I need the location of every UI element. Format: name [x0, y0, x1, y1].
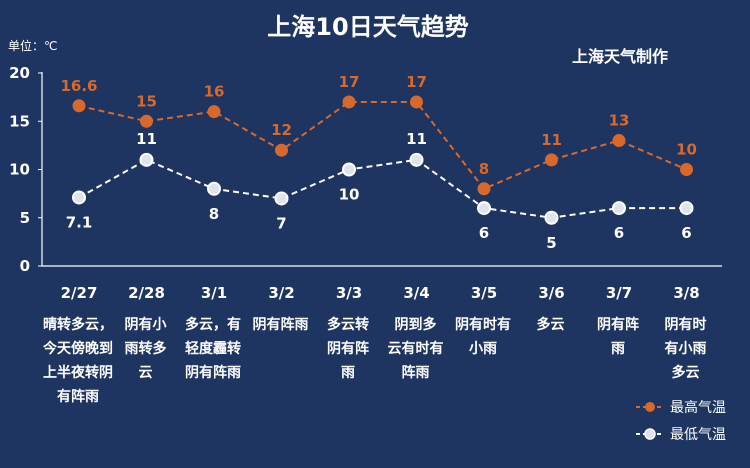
low-temp-point: [207, 181, 221, 196]
high-temp-label: 10: [676, 141, 697, 159]
x-tick-label: 3/5: [471, 284, 497, 302]
x-tick-label: 2/28: [128, 284, 165, 302]
low-temp-label: 11: [136, 130, 157, 148]
x-tick-label: 3/4: [403, 284, 429, 302]
weather-description-line: 雨: [611, 341, 625, 357]
low-temp-point: [342, 162, 356, 177]
low-temp-label: 7.1: [66, 213, 93, 231]
high-temp-point: [410, 95, 423, 109]
y-tick-label: 0: [20, 257, 30, 275]
x-tick-label: 3/3: [336, 284, 362, 302]
y-tick-label: 15: [9, 112, 30, 130]
low-temp-label: 11: [406, 130, 427, 148]
weather-description-line: 阴到多: [395, 316, 437, 333]
high-temp-label: 17: [406, 73, 427, 91]
high-temp-point: [140, 114, 153, 128]
x-tick-label: 3/2: [268, 284, 294, 302]
weather-description-line: 云有时有: [388, 340, 444, 357]
x-tick-label: 3/6: [538, 284, 564, 302]
high-temp-point: [545, 153, 558, 167]
weather-description-line: 雨: [341, 365, 355, 381]
low-temp-line: [78, 158, 687, 219]
high-temp-point: [680, 163, 693, 176]
y-tick-label: 20: [9, 64, 30, 82]
weather-description-line: 多云转: [327, 316, 369, 333]
weather-description-line: 云: [139, 365, 153, 381]
legend-low-marker: [644, 428, 656, 440]
low-temp-label: 7: [276, 214, 286, 232]
high-temp-point: [477, 182, 491, 196]
high-temp-label: 17: [339, 73, 360, 91]
low-temp-point: [477, 201, 491, 216]
high-temp-label: 13: [609, 112, 630, 130]
high-temp-label: 12: [271, 121, 292, 139]
weather-description-line: 多云: [672, 364, 700, 381]
weather-description-line: 多云: [537, 316, 565, 333]
weather-description-line: 小雨: [469, 341, 497, 357]
low-temp-point: [544, 210, 559, 225]
weather-description-line: 多云，有: [185, 316, 241, 333]
weather-description-line: 阴有阵: [597, 316, 639, 333]
weather-description-line: 上半夜转阴: [43, 364, 113, 381]
chart-credit: 上海天气制作: [572, 47, 668, 66]
low-temp-point: [612, 201, 626, 216]
high-temp-point: [207, 105, 221, 119]
weather-description-line: 有小雨: [665, 340, 707, 357]
high-temp-label: 15: [136, 92, 157, 110]
low-temp-label: 6: [681, 224, 691, 242]
high-temp-label: 16.6: [60, 77, 97, 95]
high-temp-label: 8: [479, 160, 489, 178]
y-tick-label: 5: [20, 209, 30, 227]
high-temp-point: [342, 95, 356, 109]
weather-description-line: 晴转多云，: [43, 316, 113, 333]
weather-description-line: 雨转多: [125, 340, 167, 357]
x-tick-label: 3/8: [673, 284, 699, 302]
high-temp-point: [275, 143, 288, 157]
low-temp-point: [139, 152, 154, 167]
low-temp-point: [72, 190, 86, 205]
high-temp-label: 16: [204, 83, 225, 101]
chart-title: 上海10日天气趋势: [267, 13, 468, 41]
legend-high-marker: [645, 402, 655, 412]
low-temp-point: [679, 201, 694, 216]
weather-description-line: 阴有时有: [455, 316, 511, 333]
weather-description-line: 轻度霾转: [185, 340, 241, 357]
low-temp-label: 6: [614, 224, 624, 242]
weather-description-line: 阵雨: [402, 364, 430, 381]
y-tick-label: 10: [9, 161, 30, 179]
low-temp-label: 5: [546, 234, 556, 252]
weather-description-line: 阴有阵雨: [253, 316, 309, 333]
low-temp-point: [409, 152, 424, 167]
legend-low-label: 最低气温: [670, 427, 726, 443]
unit-label: 单位：℃: [8, 38, 57, 53]
weather-description-line: 阴有阵: [327, 340, 369, 357]
weather-description-line: 阴有阵雨: [185, 364, 241, 381]
weather-description-line: 有阵雨: [57, 388, 99, 405]
legend-high-label: 最高气温: [670, 399, 726, 416]
weather-description-line: 阴有时: [665, 316, 707, 333]
high-temp-point: [72, 99, 86, 113]
x-tick-label: 2/27: [61, 284, 98, 302]
high-temp-label: 11: [541, 131, 562, 149]
x-tick-label: 3/1: [201, 284, 227, 302]
weather-description-line: 今天傍晚到: [42, 340, 113, 357]
weather-description-line: 阴有小: [125, 316, 167, 333]
low-temp-label: 8: [209, 205, 219, 223]
high-temp-point: [612, 134, 626, 148]
high-temp-line: [78, 100, 687, 191]
low-temp-label: 10: [339, 186, 360, 204]
low-temp-point: [274, 191, 289, 206]
low-temp-label: 6: [479, 224, 489, 242]
x-tick-label: 3/7: [606, 284, 632, 302]
